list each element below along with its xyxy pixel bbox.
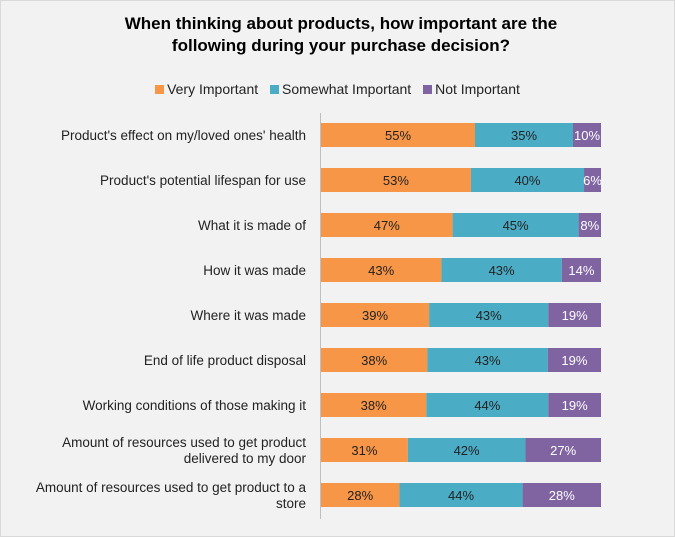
category-label: Working conditions of those making it bbox=[83, 398, 307, 413]
bar-segment bbox=[584, 168, 601, 192]
bar-segment bbox=[470, 168, 585, 192]
legend-swatch bbox=[270, 85, 280, 94]
bar-segment bbox=[321, 348, 428, 372]
bar-segment bbox=[475, 123, 573, 147]
bar-segment bbox=[321, 213, 453, 237]
legend-label: Not Important bbox=[435, 81, 520, 97]
category-label: What it is made of bbox=[198, 218, 306, 233]
category-label: Amount of resources used to get product … bbox=[36, 480, 307, 511]
category-label: Product's potential lifespan for use bbox=[100, 173, 306, 188]
legend: Very Important Somewhat Important Not Im… bbox=[1, 81, 674, 97]
bar-segment bbox=[573, 123, 601, 147]
bar-segment bbox=[426, 393, 549, 417]
bar-segment bbox=[399, 483, 523, 507]
legend-item-very-important: Very Important bbox=[155, 81, 258, 97]
data-label: 35% bbox=[511, 128, 537, 143]
data-label: 43% bbox=[368, 263, 394, 278]
data-label: 6% bbox=[583, 173, 602, 188]
bar-segment bbox=[548, 393, 601, 417]
data-label: 44% bbox=[448, 488, 474, 503]
data-label: 8% bbox=[580, 218, 599, 233]
data-label: 43% bbox=[476, 308, 502, 323]
chart-title: When thinking about products, how import… bbox=[41, 13, 641, 57]
bar-segment bbox=[407, 438, 526, 462]
data-label: 31% bbox=[351, 443, 377, 458]
bar-segment bbox=[561, 258, 601, 282]
category-label: End of life product disposal bbox=[144, 353, 306, 368]
category-label: How it was made bbox=[203, 263, 306, 278]
legend-swatch bbox=[423, 85, 433, 94]
legend-label: Very Important bbox=[167, 81, 259, 97]
data-label: 19% bbox=[561, 353, 587, 368]
title-line-1: When thinking about products, how import… bbox=[124, 14, 558, 33]
bar-segment bbox=[441, 258, 562, 282]
bar-segment bbox=[578, 213, 601, 237]
category-label: Product's effect on my/loved ones' healt… bbox=[61, 128, 306, 143]
bar-segment bbox=[321, 168, 471, 192]
bar-segment bbox=[321, 438, 408, 462]
bar-segment bbox=[525, 438, 601, 462]
bar-segment bbox=[522, 483, 601, 507]
bar-segment bbox=[547, 348, 601, 372]
data-label: 42% bbox=[454, 443, 480, 458]
data-label: 45% bbox=[503, 218, 529, 233]
bar-segment bbox=[452, 213, 579, 237]
data-label: 47% bbox=[374, 218, 400, 233]
bar-segment bbox=[321, 393, 427, 417]
data-label: 43% bbox=[489, 263, 515, 278]
bar-segment bbox=[427, 348, 548, 372]
bar-segment bbox=[321, 483, 400, 507]
data-label: 27% bbox=[550, 443, 576, 458]
bar-segment bbox=[429, 303, 549, 327]
bar-segment bbox=[321, 303, 430, 327]
title-line-2: following during your purchase decision? bbox=[171, 36, 511, 55]
data-label: 39% bbox=[362, 308, 388, 323]
category-label: Where it was made bbox=[190, 308, 306, 323]
data-label: 53% bbox=[383, 173, 409, 188]
data-label: 10% bbox=[574, 128, 600, 143]
bar-segment bbox=[548, 303, 601, 327]
data-label: 14% bbox=[568, 263, 594, 278]
data-label: 38% bbox=[361, 353, 387, 368]
data-label: 28% bbox=[549, 488, 575, 503]
data-label: 19% bbox=[562, 398, 588, 413]
data-label: 28% bbox=[347, 488, 373, 503]
data-label: 38% bbox=[361, 398, 387, 413]
legend-label: Somewhat Important bbox=[282, 81, 412, 97]
data-label: 55% bbox=[385, 128, 411, 143]
legend-item-somewhat-important: Somewhat Important bbox=[270, 81, 411, 97]
data-label: 19% bbox=[562, 308, 588, 323]
category-label: Amount of resources used to get product d… bbox=[62, 435, 306, 466]
bar-segment bbox=[321, 258, 442, 282]
legend-item-not-important: Not Important bbox=[423, 81, 520, 97]
legend-swatch bbox=[155, 85, 165, 94]
data-label: 44% bbox=[474, 398, 500, 413]
data-label: 43% bbox=[475, 353, 501, 368]
bar-segment bbox=[321, 123, 475, 147]
data-label: 40% bbox=[514, 173, 540, 188]
